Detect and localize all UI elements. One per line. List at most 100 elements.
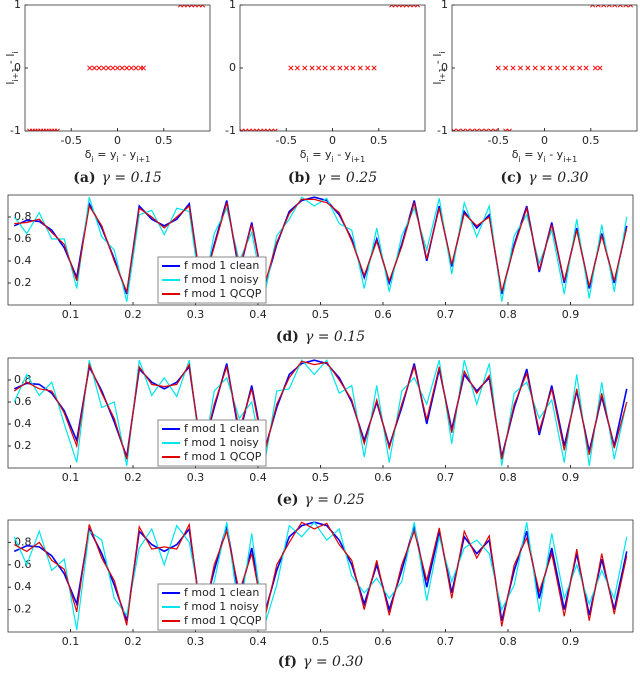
scatter-point — [400, 5, 406, 8]
y-tick-label: 1 — [14, 0, 21, 11]
caption-label: (c) — [501, 170, 523, 186]
scatter-point — [562, 65, 568, 71]
scatter-point — [612, 5, 618, 8]
axis-label-part: - y — [334, 148, 352, 161]
scatter-point — [455, 128, 462, 131]
x-tick-label: 0 — [329, 134, 336, 147]
x-tick-label: 0.6 — [374, 308, 392, 321]
x-tick-label: 0.4 — [249, 308, 267, 321]
axis-label-part: δ — [300, 148, 307, 161]
scatter-point — [474, 128, 480, 131]
caption-label: (a) — [73, 170, 95, 186]
x-tick-label: 0.6 — [374, 635, 392, 648]
legend-label: f mod 1 clean — [184, 259, 259, 272]
y-tick-label: -1 — [10, 124, 21, 137]
axis-label-part: i — [543, 155, 545, 164]
axis-label-part: = y — [309, 148, 332, 161]
plot-content — [13, 196, 628, 302]
scatter-point — [460, 128, 466, 131]
scatter-point — [246, 128, 252, 131]
scatter-point — [569, 65, 575, 71]
axis-label-part: i — [331, 155, 333, 164]
scatter-point — [623, 5, 629, 8]
axis-label-part: = y — [94, 148, 117, 161]
scatter-point — [577, 65, 583, 71]
x-tick-label: 0.1 — [62, 635, 80, 648]
scatter-point — [181, 5, 187, 8]
scatter-point — [488, 128, 494, 131]
scatter-point — [322, 65, 328, 71]
caption: (b) γ = 0.25 — [288, 170, 377, 186]
caption: (c) γ = 0.30 — [501, 170, 589, 186]
x-tick-label: 0.6 — [374, 471, 392, 484]
x-tick-label: 0.3 — [187, 308, 205, 321]
axis-label-part: l — [4, 82, 17, 85]
x-tick-label: 0.1 — [62, 308, 80, 321]
scatter-point — [510, 65, 516, 71]
scatter-point — [506, 128, 512, 131]
scatter-point — [396, 5, 402, 8]
scatter-point — [503, 128, 509, 131]
axis-label-part: i — [307, 155, 309, 164]
axes-frame — [7, 357, 634, 469]
axis-label-part: i+1 — [11, 68, 20, 82]
axis-label: δi = yi - yi+1 — [512, 148, 577, 164]
scatter-point — [124, 65, 130, 71]
scatter-point — [196, 5, 202, 8]
axes-frame — [239, 4, 426, 132]
scatter-point — [465, 128, 471, 131]
scatter-point — [288, 65, 294, 71]
scatter-point — [407, 5, 413, 8]
caption-text: γ = 0.25 — [317, 170, 377, 186]
x-tick-label: 0.5 — [312, 308, 330, 321]
x-tick-label: 0.4 — [249, 635, 267, 648]
legend-label: f mod 1 clean — [184, 586, 259, 599]
axis-label-part: - l — [4, 54, 17, 68]
scatter-point — [128, 65, 134, 71]
axis-label: δi = yi - yi+1 — [85, 148, 150, 164]
y-tick-label: 0 — [441, 61, 448, 74]
x-tick-label: 0 — [114, 134, 121, 147]
legend-label: f mod 1 QCQP — [184, 287, 262, 300]
scatter-point — [415, 5, 421, 8]
scatter-point — [540, 65, 546, 71]
scatter-point — [101, 65, 107, 71]
scatter-point — [250, 128, 256, 131]
series-line — [13, 521, 628, 627]
scatter-point — [392, 5, 398, 8]
plot-content — [27, 5, 206, 131]
series-line — [13, 359, 628, 458]
x-tick-label: 0.5 — [155, 134, 173, 147]
x-tick-label: 0.4 — [249, 471, 267, 484]
legend-label: f mod 1 QCQP — [184, 450, 262, 463]
plot-area — [452, 5, 637, 131]
axis-label-part: i+1 — [438, 68, 447, 82]
scatter-point — [503, 65, 509, 71]
x-tick-label: 0.8 — [499, 635, 517, 648]
caption: (d) γ = 0.15 — [276, 329, 365, 345]
axis-label-part: i — [519, 155, 521, 164]
x-tick-label: 0.2 — [124, 308, 142, 321]
y-tick-label: 0.2 — [14, 276, 32, 289]
scatter-point — [627, 5, 634, 8]
legend-label: f mod 1 noisy — [184, 600, 259, 613]
series-line — [13, 521, 628, 630]
legend-label: f mod 1 noisy — [184, 436, 259, 449]
x-tick-label: 0.2 — [124, 635, 142, 648]
axes-frame — [451, 4, 638, 132]
scatter-point — [525, 65, 531, 71]
scatter-point — [309, 65, 315, 71]
scatter-point — [357, 65, 363, 71]
series-line — [13, 359, 628, 466]
x-tick-label: 0.7 — [437, 308, 455, 321]
y-tick-label: 0.2 — [14, 439, 32, 452]
y-tick-label: 1 — [229, 0, 236, 11]
scatter-point — [133, 65, 139, 71]
scatter-point — [105, 65, 111, 71]
scatter-point — [592, 65, 598, 71]
axes-frame — [7, 194, 634, 306]
plot-area — [8, 195, 633, 305]
x-tick-label: 0.9 — [562, 471, 580, 484]
scatter-point — [532, 65, 538, 71]
x-tick-label: 0.7 — [437, 635, 455, 648]
